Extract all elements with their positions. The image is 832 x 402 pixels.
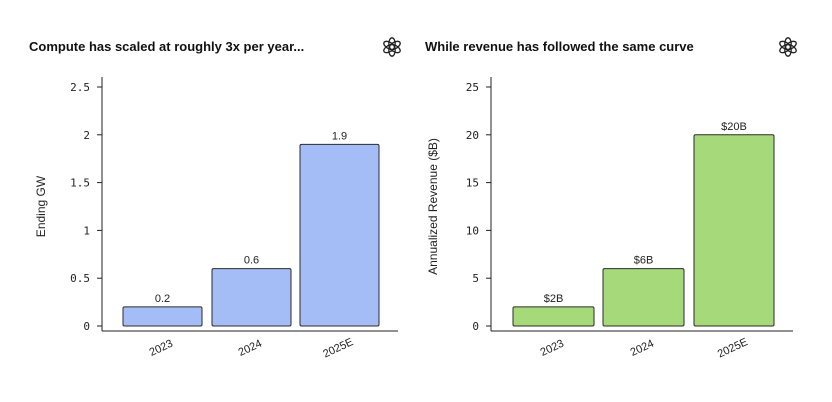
openai-logo-icon <box>382 37 402 57</box>
compute-bar-chart: 0 0.5 1 1.5 2 2.5 Ending GW 0.2 2023 0.6 2024 1.9 20… <box>34 77 398 360</box>
y-tick-label: 1.5 <box>70 177 90 190</box>
x-tick-label: 2024 <box>237 338 264 359</box>
data-label: 1.9 <box>332 130 347 142</box>
compute-chart-title: Compute has scaled at roughly 3x per yea… <box>29 39 305 54</box>
bar <box>211 268 292 327</box>
x-tick-label: 2024 <box>629 338 656 359</box>
y-axis-label: Annualized Revenue ($B) <box>426 138 440 275</box>
bar <box>693 134 775 327</box>
y-tick-label: 25 <box>466 81 479 94</box>
bar <box>602 268 685 327</box>
y-tick-label: 20 <box>466 129 479 142</box>
openai-logo-icon <box>778 37 798 57</box>
revenue-chart-title: While revenue has followed the same curv… <box>425 39 694 54</box>
y-tick-label: 0.5 <box>70 272 90 285</box>
bar <box>122 306 203 327</box>
bar <box>299 143 380 327</box>
compute-chart-panel: Compute has scaled at roughly 3x per yea… <box>29 37 402 360</box>
y-tick-label: 15 <box>466 177 479 190</box>
y-axis-label: Ending GW <box>34 175 48 237</box>
y-tick-label: 2 <box>83 129 90 142</box>
x-tick-label: 2025E <box>716 336 750 360</box>
y-tick-label: 2.5 <box>70 81 90 94</box>
data-label: $20B <box>721 121 747 133</box>
data-label: $6B <box>634 255 654 267</box>
y-tick-label: 10 <box>466 224 479 237</box>
data-label: 0.2 <box>155 293 170 305</box>
x-tick-label: 2023 <box>148 338 175 359</box>
x-tick-label: 2023 <box>539 338 566 359</box>
y-tick-label: 0 <box>83 320 90 333</box>
revenue-chart-panel: While revenue has followed the same curv… <box>416 0 832 402</box>
data-label: $2B <box>544 293 564 305</box>
bar <box>512 306 595 327</box>
revenue-bar-chart: 0 5 10 15 20 25 Annualized Revenue ($B) $2B 2023… <box>426 77 793 360</box>
data-label: 0.6 <box>244 255 259 267</box>
y-tick-label: 5 <box>472 272 479 285</box>
y-tick-label: 1 <box>83 224 90 237</box>
x-tick-label: 2025E <box>321 336 355 360</box>
y-tick-label: 0 <box>472 320 479 333</box>
